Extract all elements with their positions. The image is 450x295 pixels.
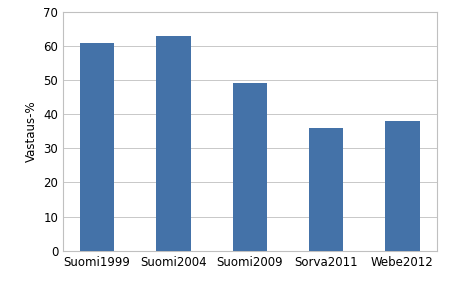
- Bar: [309, 128, 343, 251]
- Bar: [233, 83, 267, 251]
- Bar: [385, 121, 419, 251]
- Y-axis label: Vastaus-%: Vastaus-%: [25, 101, 38, 162]
- Bar: [156, 36, 191, 251]
- Bar: [80, 42, 114, 251]
